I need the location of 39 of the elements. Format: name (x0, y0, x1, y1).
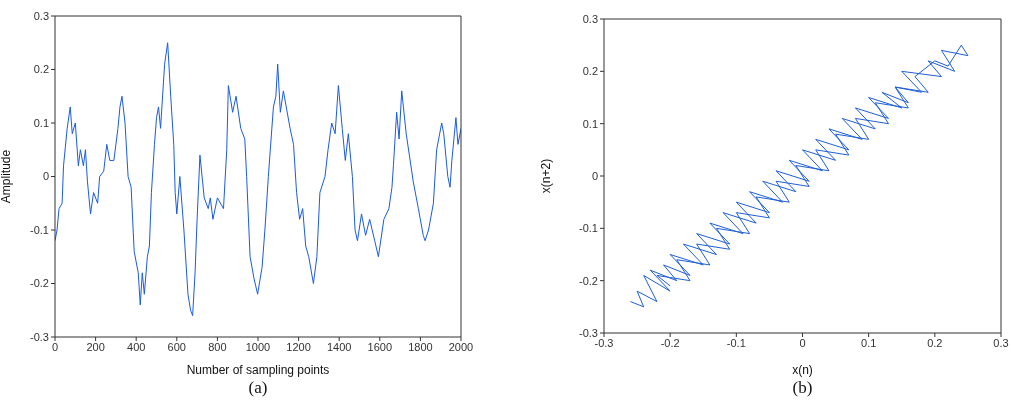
x-tick-label: 400 (127, 340, 146, 353)
y-tick-label: 0.2 (582, 65, 598, 78)
x-tick-label: 1200 (286, 340, 311, 353)
x-tick-label: 1000 (245, 340, 271, 353)
y-axis-title: Amplitude (0, 149, 14, 204)
text: (a) (247, 378, 269, 398)
x-tick-label: 1400 (326, 340, 352, 353)
x-tick-label: 0.2 (927, 336, 943, 349)
x-tick-label: 0.1 (861, 336, 877, 349)
x-tick-label: 0 (51, 340, 59, 353)
x-tick-label: 200 (86, 340, 105, 353)
y-tick-label: -0.1 (579, 222, 598, 235)
y-tick-label: 0.2 (33, 63, 49, 76)
y-tick-label: 0.3 (33, 9, 49, 22)
x-axis-title: x(n) (792, 363, 813, 377)
y-tick-label: -0.2 (30, 277, 49, 290)
y-tick-label: 0.3 (582, 12, 598, 25)
x-tick-label: 1800 (408, 340, 433, 353)
x-tick-label: 2000 (448, 340, 474, 353)
x-tick-label: -0.3 (594, 336, 614, 349)
y-tick-label: 0 (42, 170, 49, 183)
y-tick-label: 0.1 (33, 116, 49, 129)
y-tick-label: 0 (591, 169, 598, 182)
x-axis-title: Number of sampling points (186, 363, 330, 377)
x-tick-label: 0.3 (993, 336, 1009, 349)
x-tick-label: 0 (799, 336, 806, 349)
x-tick-label: -0.2 (660, 336, 680, 349)
y-tick-label: 0.1 (582, 117, 598, 130)
line-series (629, 44, 969, 308)
y-tick-label: -0.2 (579, 274, 598, 287)
x-tick-label: -0.1 (726, 336, 746, 349)
x-tick-label: 800 (208, 340, 227, 353)
text: (b) (791, 378, 814, 398)
x-tick-label: 600 (167, 340, 186, 353)
line-series (55, 42, 461, 317)
x-tick-label: 1600 (367, 340, 393, 353)
y-axis-title: x(n+2) (539, 158, 554, 194)
y-tick-label: -0.3 (579, 326, 598, 339)
y-tick-label: -0.1 (30, 223, 49, 236)
